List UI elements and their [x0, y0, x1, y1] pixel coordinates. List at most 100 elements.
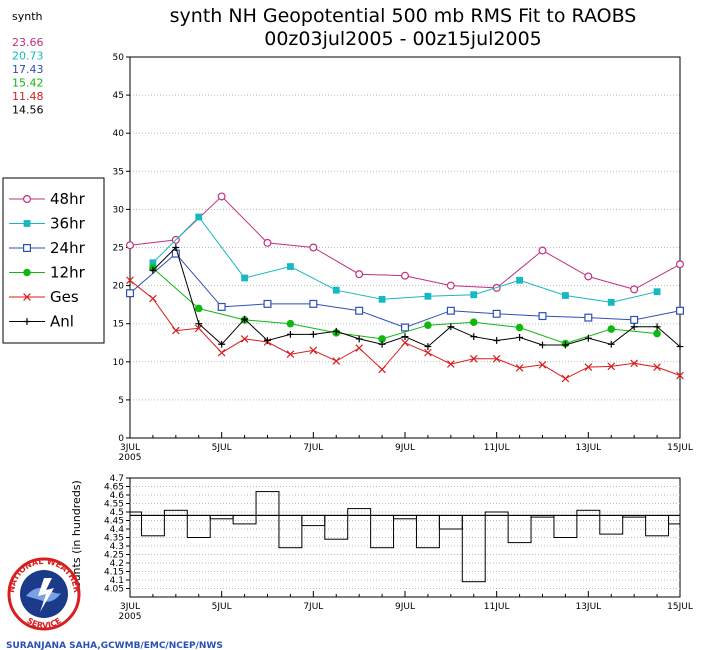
x-tick-label: 3JUL [120, 602, 140, 612]
y-tick-label: 4.1 [110, 576, 124, 586]
series-line [152, 246, 681, 348]
series-ges [126, 276, 684, 383]
data-point [355, 344, 363, 352]
count-bar [668, 514, 681, 525]
data-point [515, 364, 524, 372]
data-point [493, 337, 501, 344]
data-point [217, 302, 226, 311]
data-point [332, 286, 340, 294]
data-point [378, 365, 386, 374]
x-tick-label: 15JUL [667, 602, 693, 612]
count-bar [393, 514, 417, 520]
y-tick-label: 20 [113, 282, 125, 292]
y-tick-label: 4.6 [110, 491, 125, 501]
data-point [263, 299, 272, 308]
data-point [149, 259, 157, 267]
data-point [125, 241, 134, 250]
data-point [538, 312, 547, 321]
data-point [217, 348, 226, 357]
data-point [516, 276, 523, 284]
y-tick-label: 0 [118, 434, 124, 444]
y-tick-label: 4.15 [104, 568, 124, 578]
data-point [516, 334, 523, 341]
data-point [401, 271, 410, 280]
count-bar [599, 514, 624, 535]
x-tick-label: 9JUL [395, 443, 415, 453]
count-bar [186, 514, 211, 539]
legend-box [2, 177, 105, 344]
data-point [584, 313, 593, 322]
data-point [653, 288, 661, 296]
series-line [152, 267, 658, 345]
data-point [653, 329, 661, 338]
count-bar [553, 514, 578, 539]
credit-text: SURANJANA SAHA,GCWMB/EMC/NCEP/NWS [6, 641, 223, 650]
x-tick-label-year: 2005 [119, 612, 142, 622]
count-bar [140, 514, 165, 537]
data-point [401, 323, 410, 332]
summary-value: 17.43 [12, 63, 44, 76]
data-point [126, 276, 134, 285]
x-tick-label: 5JUL [212, 443, 232, 453]
x-tick-label: 7JUL [303, 602, 323, 612]
x-tick-label: 11JUL [484, 443, 510, 453]
y-tick-label: 25 [113, 244, 124, 254]
series-line [129, 252, 681, 329]
data-point [424, 321, 432, 330]
series-12hr [149, 264, 661, 348]
legend-item-ges: Ges [9, 288, 79, 306]
y-tick-label: 4.5 [110, 508, 124, 518]
y-tick-label: 10 [113, 358, 125, 368]
legend-label: 48hr [50, 190, 86, 208]
legend-item-24hr: 24hr [9, 239, 86, 257]
count-bar [484, 511, 509, 516]
data-point [561, 374, 570, 383]
data-point [675, 306, 684, 315]
chart-title: synth NH Geopotential 500 mb RMS Fit to … [170, 5, 637, 27]
data-point [149, 266, 157, 274]
summary-label: synth [12, 10, 43, 23]
logo-text-bottom: SERVICE [25, 616, 62, 630]
data-point [332, 357, 341, 365]
count-frame [129, 477, 681, 598]
data-point [538, 361, 547, 369]
series-24hr [125, 249, 684, 332]
data-point [539, 341, 546, 349]
data-point [492, 309, 501, 318]
data-point [125, 289, 134, 298]
data-point [355, 306, 364, 315]
data-point [401, 333, 409, 341]
data-point [149, 294, 157, 303]
data-point [446, 306, 455, 315]
data-point [538, 246, 547, 255]
legend-marker [23, 244, 32, 253]
legend-marker [23, 195, 32, 204]
data-point [241, 274, 248, 282]
data-point [562, 292, 569, 299]
data-point [584, 272, 593, 281]
data-point [309, 330, 317, 338]
y-tick-label: 4.7 [110, 474, 124, 484]
y-tick-label: 30 [113, 205, 125, 215]
data-point [469, 318, 478, 326]
legend-label: 24hr [50, 239, 86, 257]
data-point [630, 315, 639, 324]
data-point [172, 244, 180, 251]
count-bar [129, 511, 142, 516]
summary-value: 23.66 [12, 36, 44, 49]
count-bar [232, 514, 257, 525]
data-point [447, 360, 455, 368]
series-48hr [125, 192, 684, 294]
x-tick-label: 11JUL [484, 602, 510, 612]
legend: 48hr 36hr 24hr 12hr Ges Anl [2, 177, 105, 344]
summary-value: 20.73 [12, 50, 44, 63]
data-point [378, 295, 386, 303]
data-point [562, 341, 569, 349]
data-point [630, 285, 639, 294]
x-tick-label: 9JUL [395, 602, 415, 612]
data-point [217, 192, 226, 201]
data-point [172, 326, 180, 335]
data-point [676, 343, 684, 350]
